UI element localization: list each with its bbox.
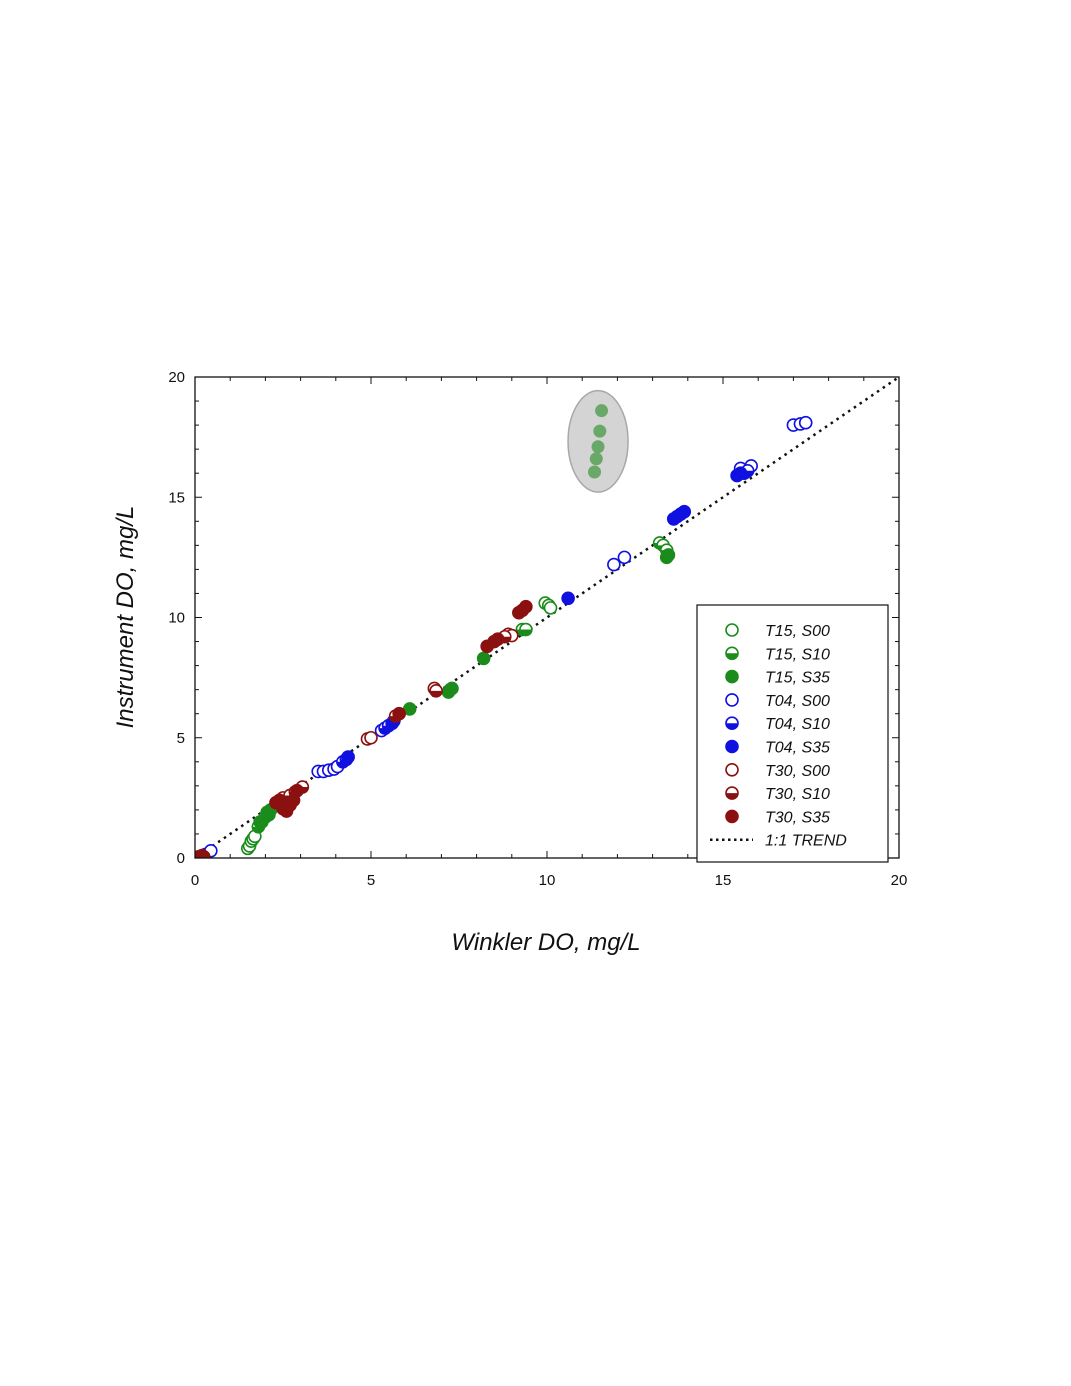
data-point — [476, 651, 491, 666]
series-t30-s35 — [195, 599, 533, 858]
data-point — [798, 415, 813, 430]
legend-marker — [725, 786, 739, 800]
legend-label: T04, S10 — [765, 716, 830, 733]
data-point — [519, 622, 533, 637]
legend-marker — [725, 623, 739, 637]
series-t15-s10 — [251, 536, 674, 834]
axes: 0 5 10 15 20 0 5 10 15 20 — [168, 369, 907, 889]
legend-label: T30, S10 — [765, 786, 830, 803]
outlier-point — [595, 404, 609, 418]
data-point — [677, 504, 692, 519]
outlier-point — [589, 452, 603, 466]
data-point — [617, 550, 632, 565]
series-t04-s35 — [341, 466, 748, 764]
legend-label-trend: 1:1 TREND — [765, 833, 847, 850]
y-tick-label: 20 — [168, 369, 185, 386]
data-point — [661, 548, 676, 562]
y-axis-label: Instrument DO, mg/L — [112, 506, 139, 729]
legend-label: T30, S35 — [765, 809, 830, 826]
plot-area — [195, 377, 899, 858]
legend-marker — [725, 739, 739, 754]
y-tick-label: 0 — [177, 850, 185, 867]
data-point — [197, 849, 211, 858]
data-point — [490, 632, 505, 646]
series-t15-s00 — [241, 596, 558, 856]
y-tick-label: 15 — [168, 489, 185, 506]
outlier-point — [588, 465, 602, 479]
legend-marker — [725, 693, 739, 707]
data-point — [290, 783, 304, 798]
legend: T15, S00 T15, S10 T15, S35 T04, S00 T04, S10… — [696, 604, 889, 863]
legend-marker — [725, 762, 739, 777]
data-point — [429, 684, 443, 698]
series-t15-s35 — [253, 548, 676, 829]
legend-label: T15, S35 — [765, 670, 830, 687]
legend-label: T04, S35 — [765, 740, 830, 757]
data-point — [445, 681, 459, 696]
legend-marker — [725, 646, 739, 661]
data-point — [341, 750, 355, 764]
x-tick-label: 0 — [191, 872, 199, 889]
y-tick-label: 10 — [168, 610, 185, 627]
x-axis-label: Winkler DO, mg/L — [451, 929, 640, 956]
data-point — [253, 815, 267, 829]
data-point — [519, 599, 533, 614]
data-point — [607, 557, 621, 572]
x-tick-label: 10 — [539, 872, 556, 889]
legend-marker — [725, 669, 739, 684]
legend-label: T15, S00 — [765, 623, 830, 640]
data-point — [364, 730, 378, 745]
trend-line — [195, 377, 899, 858]
y-tick-label: 5 — [177, 730, 185, 747]
legend-marker — [725, 809, 739, 824]
data-point — [392, 706, 406, 721]
data-point — [733, 466, 748, 481]
x-tick-label: 20 — [891, 872, 908, 889]
legend-label: T30, S00 — [765, 763, 830, 780]
data-point — [561, 591, 575, 606]
data-point — [543, 601, 558, 615]
legend-marker — [725, 716, 739, 731]
outlier-point — [593, 424, 607, 438]
legend-label: T04, S00 — [765, 693, 830, 710]
x-tick-label: 15 — [715, 872, 732, 889]
outlier-point — [591, 440, 605, 454]
legend-label: T15, S10 — [765, 646, 830, 663]
x-tick-label: 5 — [367, 872, 375, 889]
